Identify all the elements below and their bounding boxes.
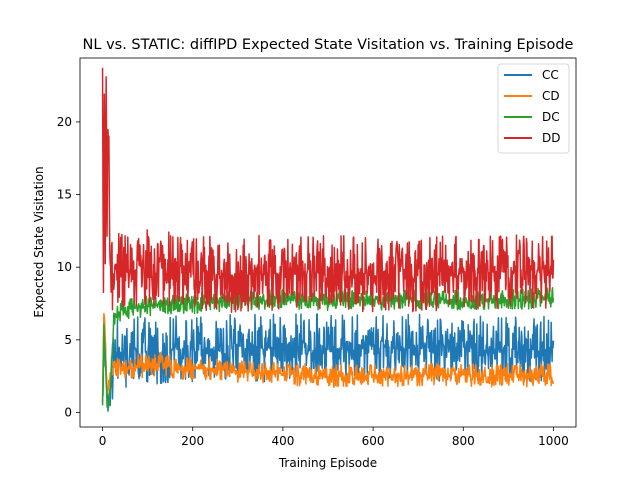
x-tick-label: 1000 — [538, 434, 569, 448]
series-line-dc — [101, 286, 555, 409]
legend-box — [497, 63, 570, 154]
legend-label-dd: DD — [542, 131, 560, 145]
y-tick-label: 5 — [64, 333, 72, 347]
plot-frame — [79, 57, 577, 428]
y-tick-label: 15 — [57, 188, 72, 202]
legend-label-cc: CC — [542, 68, 559, 82]
y-tick-label: 0 — [64, 405, 72, 419]
plot-lines — [101, 67, 555, 412]
x-axis: 0 200 400 600 800 1000 — [99, 427, 569, 448]
legend-label-cd: CD — [542, 89, 560, 103]
y-axis-label: Expected State Visitation — [32, 166, 46, 317]
x-tick-label: 600 — [362, 434, 385, 448]
x-tick-label: 800 — [452, 434, 475, 448]
x-axis-label: Training Episode — [278, 456, 377, 470]
legend-label-dc: DC — [542, 110, 560, 124]
legend: CC CD DC DD — [497, 63, 570, 154]
series-line-cd — [101, 312, 555, 402]
y-tick-label: 10 — [57, 260, 72, 274]
series-line-dd — [101, 67, 555, 314]
x-tick-label: 0 — [99, 434, 107, 448]
x-tick-label: 400 — [271, 434, 294, 448]
series-line-cc — [101, 313, 555, 412]
x-tick-label: 200 — [181, 434, 204, 448]
y-tick-label: 20 — [57, 115, 72, 129]
y-axis: 0 5 10 15 20 — [57, 115, 80, 419]
chart-title: NL vs. STATIC: diffIPD Expected State Vi… — [83, 37, 574, 53]
